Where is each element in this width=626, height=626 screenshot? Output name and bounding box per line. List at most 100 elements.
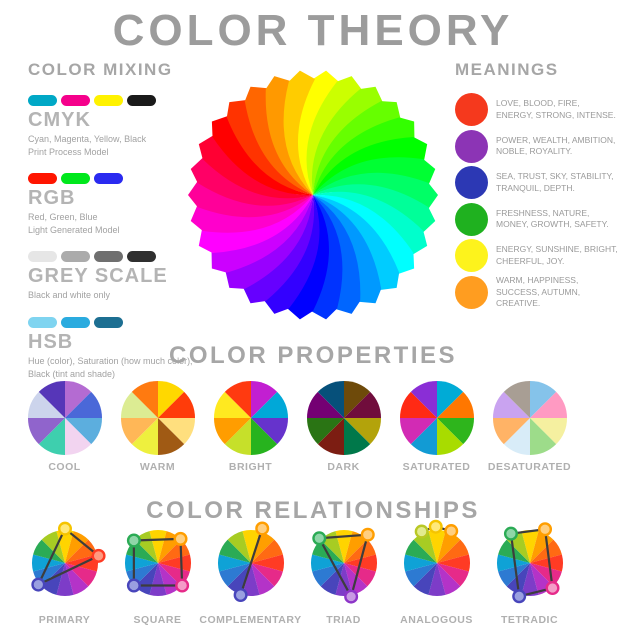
pie-slice	[436, 539, 469, 563]
color-swatch	[28, 316, 57, 328]
pie-slice	[343, 381, 370, 418]
pie-slice	[529, 531, 553, 563]
pie-slice	[250, 554, 284, 572]
relationship-node	[360, 527, 375, 542]
relationship-node	[174, 578, 189, 593]
property-wheel-label: DARK	[327, 461, 360, 473]
property-color-wheel	[399, 381, 474, 455]
pie-slice	[320, 531, 344, 563]
pie-slice	[227, 563, 251, 595]
pie-slice	[343, 539, 376, 563]
pie-slice	[343, 418, 381, 445]
spiral-blade	[211, 115, 313, 196]
color-model-description: Hue (color), Saturation (how much color)…	[28, 355, 193, 379]
pie-slice	[404, 539, 437, 563]
relationship-color-wheel	[496, 522, 563, 604]
meaning-item: FRESHNESS, NATURE, MONEY, GROWTH, SAFETY…	[455, 202, 620, 237]
swatch-row	[28, 95, 196, 106]
pie-slice	[241, 529, 260, 563]
spiral-blade	[313, 194, 415, 275]
pie-slice	[120, 391, 158, 418]
color-swatch	[127, 95, 156, 106]
relationship-wheel-label: ANALOGOUS	[400, 614, 473, 626]
relationship-wheel-primary: PRIMARY	[18, 517, 111, 626]
color-swatch	[61, 251, 90, 263]
spiral-blade	[313, 191, 428, 255]
property-color-wheel	[213, 381, 288, 455]
pie-slice	[64, 418, 91, 455]
pie-slice	[218, 539, 251, 563]
meaning-text: FRESHNESS, NATURE, MONEY, GROWTH, SAFETY…	[496, 207, 609, 230]
relationship-node	[545, 581, 560, 596]
pie-slice	[64, 381, 91, 418]
property-wheel-desaturated: DESATURATED	[483, 380, 576, 473]
pie-slice	[250, 539, 283, 563]
spiral-blade	[188, 180, 313, 218]
meaning-item: ENERGY, SUNSHINE, BRIGHT, CHEERFUL, JOY.	[455, 239, 620, 273]
property-wheel-dark: DARK	[297, 380, 390, 473]
pie-slice	[250, 563, 274, 595]
pie-slice	[241, 563, 260, 597]
meaning-color-dot	[455, 93, 488, 127]
relationship-node	[537, 522, 552, 537]
pie-slice	[32, 539, 65, 563]
property-color-wheel	[27, 381, 102, 455]
meaning-color-dot	[455, 275, 488, 309]
color-relationships-heading: COLOR RELATIONSHIPS	[146, 497, 480, 524]
mixing-group-rgb: RGB Red, Green, Blue Light Generated Mode…	[28, 173, 196, 236]
pie-slice	[64, 563, 88, 595]
relationship-node	[428, 519, 443, 534]
meaning-item: LOVE, BLOOD, FIRE, ENERGY, STRONG, INTEN…	[455, 93, 620, 127]
meaning-item: SEA, TRUST, SKY, STABILITY, TRANQUIL, DE…	[455, 166, 620, 200]
pie-slice	[427, 529, 446, 563]
color-swatch	[94, 251, 123, 263]
color-mixing-section: COLOR MIXING CMYK Cyan, Magenta, Yellow, …	[28, 60, 196, 380]
meaning-color-dot	[455, 166, 488, 200]
relationship-wheel-complementary: COMPLEMENTARY	[199, 517, 301, 626]
relationship-wheel-label: TETRADIC	[500, 614, 559, 626]
pie-slice	[250, 531, 274, 563]
relationship-node	[30, 577, 45, 592]
pie-slice	[399, 418, 437, 445]
pie-slice	[343, 531, 367, 563]
color-swatch	[28, 173, 57, 185]
relationship-wheel-label: TRIAD	[326, 614, 361, 626]
property-wheel-label: DESATURATED	[487, 461, 572, 473]
property-wheel-saturated: SATURATED	[390, 380, 483, 473]
pie-slice	[436, 563, 469, 587]
property-wheel-label: SATURATED	[402, 461, 471, 473]
meaning-color-dot	[455, 202, 488, 236]
spiral-blade	[198, 135, 313, 199]
spiral-blade	[243, 195, 315, 304]
pie-slice	[224, 418, 251, 455]
relationship-lines	[317, 533, 369, 598]
pie-slice	[436, 391, 474, 418]
relationship-node	[414, 524, 429, 539]
pie-slice	[413, 563, 437, 595]
property-wheel-label: WARM	[139, 461, 176, 473]
pie-slice	[157, 391, 195, 418]
color-swatch	[28, 251, 57, 263]
pie-slice	[403, 554, 437, 572]
pie-slice	[399, 391, 437, 418]
pie-slice	[227, 531, 251, 563]
pie-slice	[436, 531, 460, 563]
pie-slice	[306, 418, 344, 445]
spiral-blade	[313, 195, 382, 304]
pie-slice	[529, 418, 567, 445]
pie-slice	[148, 529, 167, 563]
pie-slice	[250, 563, 283, 587]
pie-slice	[529, 554, 563, 572]
color-model-name: GREY SCALE	[28, 265, 168, 288]
spiral-blade	[211, 195, 313, 273]
color-swatch	[127, 251, 156, 263]
pie-slice	[334, 563, 353, 597]
spiral-blade	[286, 195, 329, 320]
pie-slice	[41, 563, 65, 595]
color-swatch	[94, 173, 123, 185]
relationship-node	[126, 533, 141, 548]
pie-slice	[38, 418, 65, 455]
pie-slice	[41, 531, 65, 563]
meaning-item: POWER, WEALTH, AMBITION, NOBLE, ROYALITY…	[455, 129, 620, 164]
pie-slice	[410, 381, 437, 418]
